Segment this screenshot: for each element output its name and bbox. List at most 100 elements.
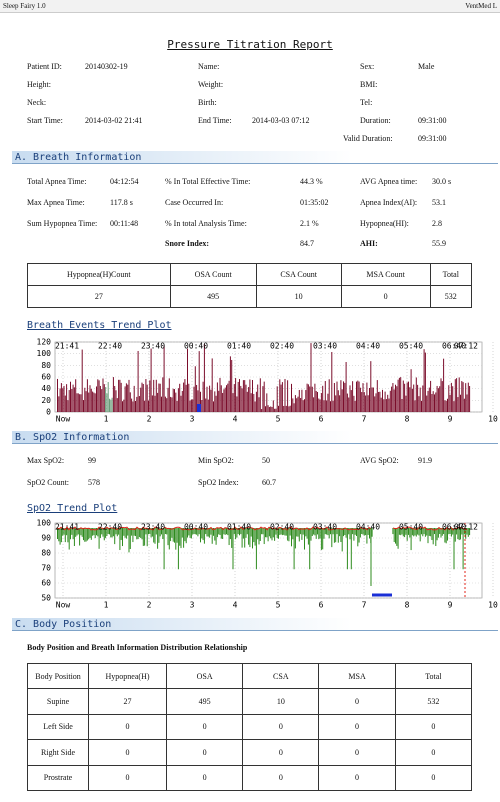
x-tick-label: 9 xyxy=(448,601,453,610)
trace-bar xyxy=(58,528,60,542)
trace-bar xyxy=(419,387,421,412)
trace-bar xyxy=(309,386,311,412)
trace-bar xyxy=(258,397,260,412)
trace-bar xyxy=(291,528,292,547)
trace-bar xyxy=(232,528,234,570)
time-label: 21:41 xyxy=(55,523,79,532)
trace-bar xyxy=(209,385,211,412)
time-label: 21:41 xyxy=(55,342,79,351)
field-value: 20140302-19 xyxy=(85,62,128,71)
x-tick-label: 8 xyxy=(405,601,410,610)
trace-bar xyxy=(137,528,139,540)
field-value: 117.8 s xyxy=(110,198,133,207)
table: Body Position Hypopnea(H) OSA CSA MSA Total Su… xyxy=(26,662,473,791)
trace-bar xyxy=(435,528,437,546)
trace-bar xyxy=(252,528,253,549)
trace-bar xyxy=(120,528,122,541)
field-value: 00:11:48 xyxy=(110,219,139,228)
trace-bar xyxy=(60,528,62,543)
field-label: Weight: xyxy=(198,80,224,89)
trace-bar xyxy=(180,395,182,412)
trace-bar xyxy=(196,384,198,412)
trace-bar xyxy=(72,528,74,540)
trace-bar xyxy=(110,399,112,412)
time-label: 06:40 xyxy=(442,342,466,351)
trace-bar xyxy=(317,392,318,412)
trace-bar xyxy=(323,528,325,539)
trace-bar xyxy=(167,528,169,546)
field-label: Total Apnea Time: xyxy=(27,177,87,186)
trace-bar xyxy=(116,528,118,537)
trace-bar xyxy=(170,396,172,412)
field-value: 55.9 xyxy=(432,239,446,248)
trace-bar xyxy=(313,397,315,412)
trace-bar xyxy=(154,528,156,544)
trace-bar xyxy=(73,528,75,547)
trace-bar xyxy=(449,394,451,412)
trace-bar xyxy=(319,399,321,412)
trace-bar xyxy=(436,385,438,412)
trace-bar xyxy=(267,405,269,412)
trace-bar xyxy=(314,383,316,412)
trace-bar xyxy=(357,380,359,412)
trace-bar xyxy=(237,381,239,412)
trace-bar xyxy=(235,378,237,412)
trace-bar xyxy=(437,388,439,412)
trace-bar xyxy=(361,528,363,535)
trace-bar xyxy=(357,528,359,547)
trace-bar xyxy=(187,348,188,412)
trace-bar xyxy=(213,401,214,412)
trace-bar xyxy=(439,528,441,535)
trace-bar xyxy=(96,528,97,536)
trace-bar xyxy=(122,401,123,412)
trace-bar xyxy=(190,399,192,412)
trace-bar xyxy=(460,528,461,540)
trace-bar xyxy=(283,528,285,535)
trace-bar xyxy=(99,385,101,412)
trace-bar xyxy=(280,384,282,412)
time-label: 07:12 xyxy=(454,342,478,351)
x-tick-label: 1 xyxy=(104,601,109,610)
trace-bar xyxy=(207,528,209,537)
trace-bar xyxy=(288,406,290,412)
trace-bar xyxy=(294,528,296,549)
trace-bar xyxy=(336,528,338,535)
field-label: Apnea Index(AI): xyxy=(360,198,418,207)
trace-bar xyxy=(463,528,465,535)
trace-bar xyxy=(155,379,157,412)
trace-bar xyxy=(359,528,361,538)
trace-bar xyxy=(366,382,368,412)
trace-bar xyxy=(105,528,107,538)
trace-bar xyxy=(214,528,216,541)
trace-bar xyxy=(231,359,233,412)
trace-bar xyxy=(387,394,389,412)
trace-bar xyxy=(462,382,464,412)
cell: 0 xyxy=(394,739,473,766)
trace-bar xyxy=(148,528,149,535)
trace-bar xyxy=(289,528,291,536)
trace-bar xyxy=(197,528,199,537)
trace-bar xyxy=(244,380,246,412)
trace-bar xyxy=(146,384,148,412)
trace-bar xyxy=(302,400,304,412)
trace-bar xyxy=(184,528,186,542)
field-value: 30.0 s xyxy=(432,177,452,186)
trace-bar xyxy=(413,384,415,412)
trace-bar xyxy=(89,528,91,538)
trace-bar xyxy=(205,398,207,412)
trace-bar xyxy=(131,528,133,536)
trace-bar xyxy=(216,528,218,538)
trace-bar xyxy=(302,528,304,535)
trace-bar xyxy=(214,391,216,412)
cell: 495 xyxy=(169,285,257,308)
trace-bar xyxy=(349,385,351,412)
x-tick-label: 3 xyxy=(190,601,195,610)
trace-bar xyxy=(318,398,320,412)
time-label: 04:40 xyxy=(356,523,380,532)
field-value: 2.8 xyxy=(432,219,442,228)
trace-bar xyxy=(170,528,172,542)
trace-bar xyxy=(57,528,58,539)
trace-bar xyxy=(75,379,77,412)
trace-bar xyxy=(378,391,380,412)
trace-bar xyxy=(168,378,170,412)
